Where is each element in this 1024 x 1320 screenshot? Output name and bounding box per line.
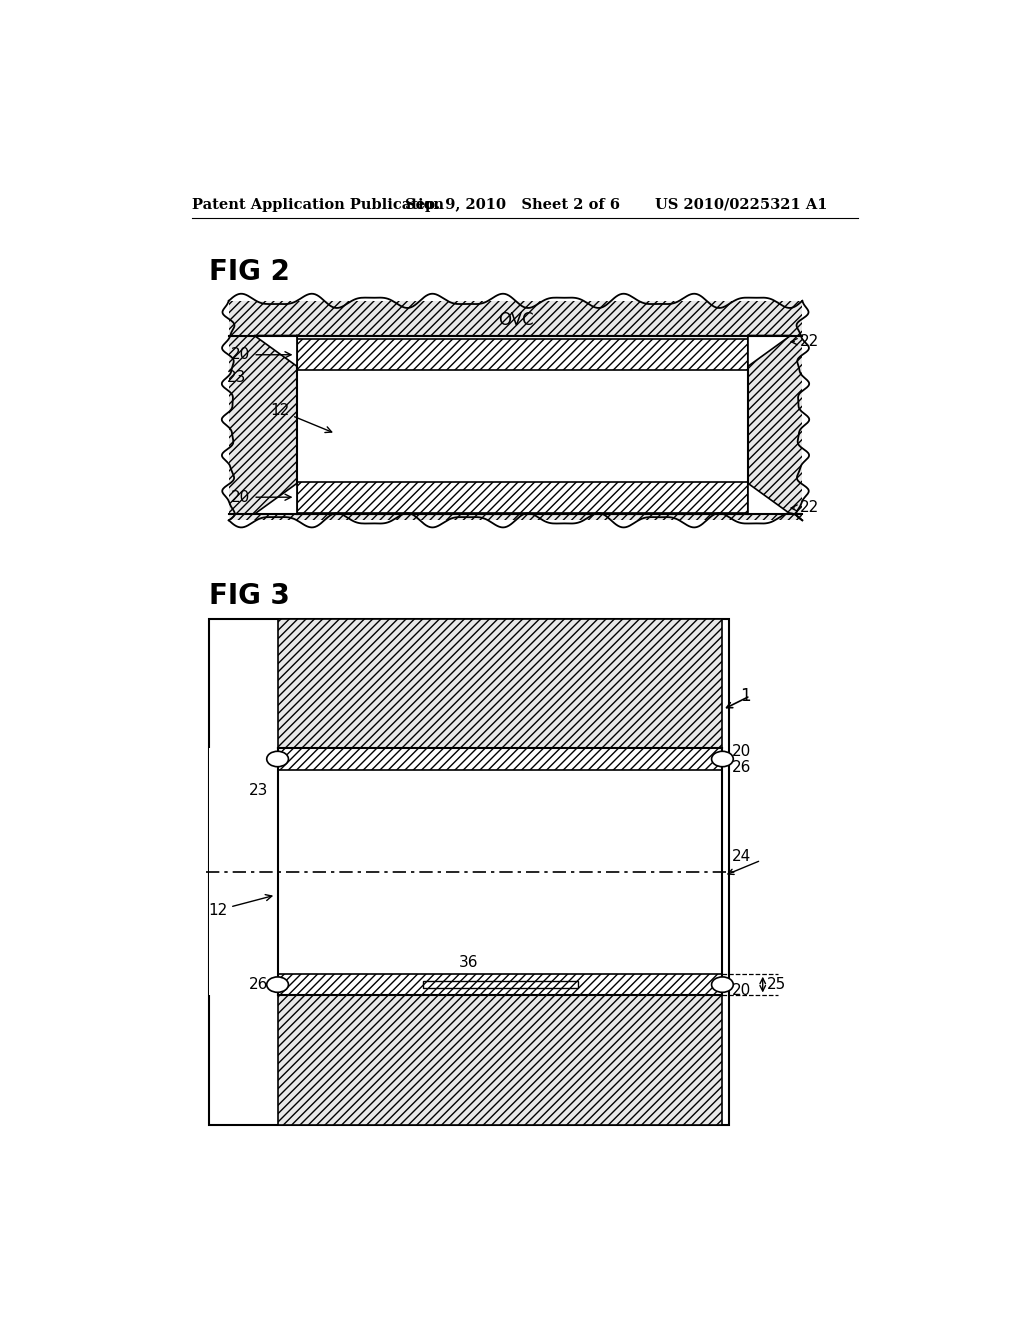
- Text: 12: 12: [270, 403, 332, 433]
- Bar: [228, 335, 297, 515]
- Bar: [228, 301, 802, 335]
- Bar: [278, 619, 722, 748]
- Ellipse shape: [712, 751, 733, 767]
- Text: Sep. 9, 2010   Sheet 2 of 6: Sep. 9, 2010 Sheet 2 of 6: [406, 198, 621, 211]
- Text: 22: 22: [792, 500, 819, 516]
- Text: US 2010/0225321 A1: US 2010/0225321 A1: [655, 198, 827, 211]
- Bar: [278, 748, 722, 770]
- Text: 24: 24: [732, 849, 751, 863]
- Text: 25: 25: [767, 977, 785, 993]
- Bar: [748, 335, 802, 515]
- Bar: [297, 339, 748, 370]
- Bar: [297, 482, 748, 512]
- Bar: [209, 748, 278, 995]
- Bar: [278, 748, 722, 995]
- Polygon shape: [254, 483, 297, 515]
- Bar: [297, 335, 748, 515]
- Text: 1: 1: [740, 686, 751, 705]
- Polygon shape: [254, 335, 297, 367]
- Text: 22: 22: [792, 334, 819, 350]
- Bar: [278, 974, 722, 995]
- Ellipse shape: [712, 977, 733, 993]
- Text: 23: 23: [249, 783, 268, 799]
- Text: 20: 20: [231, 490, 291, 504]
- Text: 20: 20: [732, 983, 751, 998]
- Polygon shape: [748, 483, 791, 515]
- Text: 26: 26: [249, 977, 268, 993]
- Text: 23: 23: [227, 371, 247, 385]
- Text: FIG 3: FIG 3: [209, 582, 290, 610]
- Text: 36: 36: [459, 954, 479, 970]
- Text: 20: 20: [231, 347, 291, 362]
- Bar: [209, 619, 729, 1125]
- Text: 26: 26: [732, 760, 751, 775]
- Ellipse shape: [266, 977, 289, 993]
- Bar: [228, 515, 802, 520]
- Bar: [278, 995, 722, 1125]
- Bar: [228, 301, 802, 335]
- Bar: [228, 335, 297, 515]
- Bar: [748, 335, 802, 515]
- Text: OVC: OVC: [498, 312, 534, 329]
- Text: FIG 2: FIG 2: [209, 259, 290, 286]
- Bar: [228, 515, 802, 520]
- Text: Patent Application Publication: Patent Application Publication: [191, 198, 443, 211]
- Ellipse shape: [266, 751, 289, 767]
- Bar: [297, 370, 748, 482]
- Text: 20: 20: [732, 743, 751, 759]
- Polygon shape: [748, 335, 791, 367]
- Text: 12: 12: [208, 895, 271, 917]
- Bar: [423, 981, 578, 989]
